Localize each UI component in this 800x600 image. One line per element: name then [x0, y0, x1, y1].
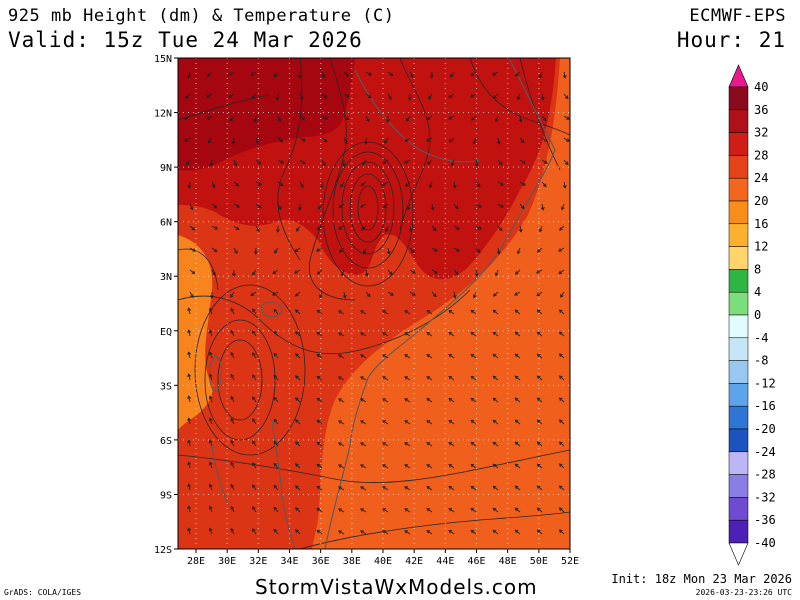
colorbar-swatch	[728, 291, 749, 316]
lat-label: 15N	[154, 54, 172, 65]
colorbar-label: -8	[754, 354, 768, 368]
colorbar-swatch	[728, 497, 749, 521]
lon-label: 50E	[530, 556, 548, 567]
colorbar-swatch	[728, 200, 749, 225]
lon-label: 36E	[312, 556, 330, 567]
colorbar-label: 4	[754, 285, 761, 299]
wind-vectors	[184, 71, 570, 535]
model-name: ECMWF-EPS	[689, 6, 786, 26]
colorbar-swatch	[728, 246, 749, 270]
colorbar-swatch	[728, 337, 749, 361]
init-time: Init: 18z Mon 23 Mar 2026	[611, 572, 792, 586]
colorbar-swatch	[728, 383, 749, 407]
generated-timestamp: 2026-03-23-23:26 UTC	[695, 588, 792, 597]
colorbar-swatch	[728, 428, 749, 453]
coastline	[208, 59, 556, 549]
colorbar-label: -36	[754, 513, 776, 527]
lon-label: 40E	[374, 556, 392, 567]
colorbar-swatch	[728, 314, 749, 339]
colorbar-label: 24	[754, 171, 768, 185]
colorbar-swatch	[728, 155, 749, 179]
watermark: StormVistaWxModels.com	[255, 575, 538, 599]
lon-label: 46E	[467, 556, 485, 567]
longitude-labels: 28E 30E 32E 34E 36E 38E 40E 42E 44E 46E 48E 50E 52E	[187, 549, 579, 567]
lat-label: 9S	[160, 490, 172, 501]
lat-label: 6N	[160, 218, 172, 229]
lat-lon-grid	[178, 58, 570, 549]
temperature-region-36	[178, 58, 355, 171]
colorbar-swatch	[728, 474, 749, 498]
temperature-region-24-west	[178, 235, 213, 430]
colorbar-label: -28	[754, 468, 776, 482]
latitude-labels: 15N 12N 9N 6N 3N EQ 3S 6S 9S 12S	[154, 54, 178, 556]
colorbar-swatch	[728, 132, 749, 156]
colorbar-label: 0	[754, 308, 761, 322]
temperature-colorbar: 4036322824201612840-4-8-12-16-20-24-28-3…	[728, 64, 776, 566]
colorbar-swatch	[728, 519, 749, 544]
lon-label: 32E	[249, 556, 267, 567]
lat-label: 3N	[160, 272, 172, 283]
lat-label: EQ	[160, 327, 172, 338]
colorbar-label: 40	[754, 80, 768, 94]
map-title: 925 mb Height (dm) & Temperature (C)	[8, 6, 395, 26]
colorbar-label: 36	[754, 103, 768, 117]
colorbar-label: -4	[754, 331, 768, 345]
colorbar-label: -12	[754, 376, 776, 390]
lon-label: 30E	[218, 556, 236, 567]
colorbar-swatch	[728, 360, 749, 384]
lat-label: 3S	[160, 381, 172, 392]
grads-credit: GrADS: COLA/IGES	[4, 588, 82, 597]
lon-label: 34E	[280, 556, 298, 567]
colorbar-label: -40	[754, 536, 776, 550]
colorbar-swatch	[728, 86, 749, 111]
lat-label: 12S	[154, 545, 172, 556]
forecast-hour: Hour: 21	[676, 28, 786, 52]
colorbar-label: 20	[754, 194, 768, 208]
lat-label: 9N	[160, 163, 172, 174]
colorbar-label: 28	[754, 148, 768, 162]
colorbar-top-arrow	[728, 64, 749, 88]
colorbar-swatch	[728, 269, 749, 293]
lon-label: 28E	[187, 556, 205, 567]
valid-time: Valid: 15z Tue 24 Mar 2026	[8, 28, 363, 52]
lat-label: 12N	[154, 109, 172, 120]
colorbar-label: -24	[754, 445, 776, 459]
colorbar-label: -16	[754, 399, 776, 413]
colorbar-swatch	[728, 109, 749, 133]
lon-label: 42E	[405, 556, 423, 567]
lat-label: 6S	[160, 436, 172, 447]
lon-label: 44E	[436, 556, 454, 567]
map-plot-area	[178, 58, 570, 549]
colorbar-bottom-arrow	[728, 542, 749, 566]
map-frame	[177, 57, 571, 550]
colorbar-label: 16	[754, 217, 768, 231]
colorbar-label: 8	[754, 262, 761, 276]
colorbar-swatch	[728, 223, 749, 247]
colorbar-swatch	[728, 451, 749, 475]
colorbar-label: 12	[754, 240, 768, 254]
colorbar-label: -20	[754, 422, 776, 436]
colorbar-label: 32	[754, 126, 768, 140]
height-contours	[178, 58, 570, 549]
lon-label: 52E	[561, 556, 579, 567]
lon-label: 48E	[499, 556, 517, 567]
colorbar-label: -32	[754, 490, 776, 504]
colorbar-swatch	[728, 177, 749, 202]
lon-label: 38E	[343, 556, 361, 567]
colorbar-swatch	[728, 405, 749, 430]
